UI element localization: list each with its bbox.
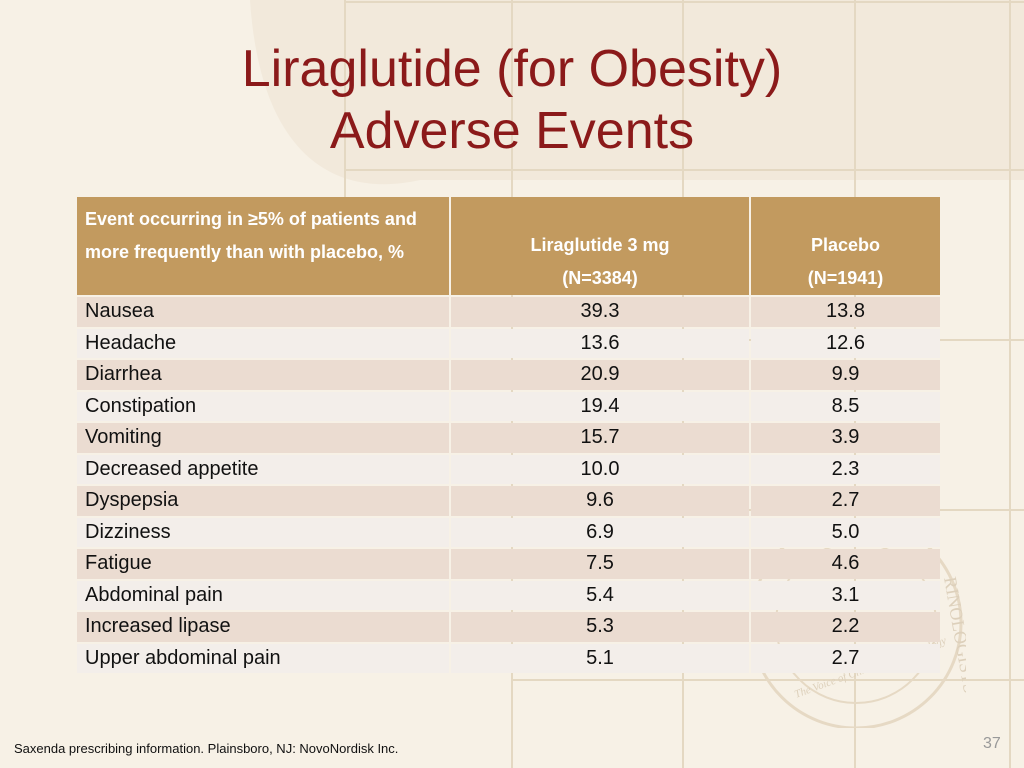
event-name: Vomiting	[77, 423, 449, 453]
event-name: Increased lipase	[77, 612, 449, 642]
header-liraglutide: Liraglutide 3 mg (N=3384)	[451, 197, 749, 295]
title-line-1: Liraglutide (for Obesity)	[241, 40, 783, 98]
placebo-value: 3.1	[751, 580, 940, 610]
placebo-value: 12.6	[751, 328, 940, 358]
title-line-2: Adverse Events	[329, 102, 695, 160]
table-row: Dyspepsia 9.6 2.7	[77, 486, 940, 516]
event-name: Dyspepsia	[77, 486, 449, 516]
liraglutide-value: 5.1	[451, 643, 749, 673]
event-name: Fatigue	[77, 549, 449, 579]
liraglutide-value: 6.9	[451, 517, 749, 547]
placebo-value: 2.3	[751, 454, 940, 484]
table-row: Increased lipase 5.3 2.2	[77, 612, 940, 642]
liraglutide-value: 39.3	[451, 297, 749, 327]
table-row: Fatigue 7.5 4.6	[77, 549, 940, 579]
placebo-value: 3.9	[751, 423, 940, 453]
event-name: Constipation	[77, 391, 449, 421]
liraglutide-value: 7.5	[451, 549, 749, 579]
header-placebo: Placebo (N=1941)	[751, 197, 940, 295]
table-header-row: Event occurring in ≥5% of patients and m…	[77, 197, 940, 295]
event-name: Upper abdominal pain	[77, 643, 449, 673]
liraglutide-value: 20.9	[451, 360, 749, 390]
placebo-value: 13.8	[751, 297, 940, 327]
placebo-value: 9.9	[751, 360, 940, 390]
slide-title: Liraglutide (for Obesity) Adverse Events	[0, 38, 1024, 162]
event-name: Diarrhea	[77, 360, 449, 390]
header-placebo-line1: Placebo	[810, 235, 881, 255]
page-number: 37	[983, 735, 1001, 752]
header-liraglutide-line1: Liraglutide 3 mg	[530, 235, 670, 255]
liraglutide-value: 13.6	[451, 328, 749, 358]
liraglutide-value: 10.0	[451, 454, 749, 484]
adverse-events-table: Event occurring in ≥5% of patients and m…	[75, 195, 942, 675]
table-row: Diarrhea 20.9 9.9	[77, 360, 940, 390]
header-liraglutide-line2: (N=3384)	[562, 268, 638, 288]
header-placebo-line2: (N=1941)	[807, 268, 884, 288]
table-row: Dizziness 6.9 5.0	[77, 517, 940, 547]
liraglutide-value: 5.3	[451, 612, 749, 642]
event-name: Dizziness	[77, 517, 449, 547]
header-event: Event occurring in ≥5% of patients and m…	[77, 197, 449, 295]
placebo-value: 5.0	[751, 517, 940, 547]
placebo-value: 2.2	[751, 612, 940, 642]
liraglutide-value: 19.4	[451, 391, 749, 421]
event-name: Nausea	[77, 297, 449, 327]
event-name: Abdominal pain	[77, 580, 449, 610]
table-row: Vomiting 15.7 3.9	[77, 423, 940, 453]
placebo-value: 2.7	[751, 486, 940, 516]
liraglutide-value: 9.6	[451, 486, 749, 516]
table-row: Abdominal pain 5.4 3.1	[77, 580, 940, 610]
placebo-value: 2.7	[751, 643, 940, 673]
table-row: Nausea 39.3 13.8	[77, 297, 940, 327]
table-row: Upper abdominal pain 5.1 2.7	[77, 643, 940, 673]
table-row: Decreased appetite 10.0 2.3	[77, 454, 940, 484]
placebo-value: 4.6	[751, 549, 940, 579]
liraglutide-value: 5.4	[451, 580, 749, 610]
table-row: Headache 13.6 12.6	[77, 328, 940, 358]
event-name: Decreased appetite	[77, 454, 449, 484]
footer-citation: Saxenda prescribing information. Plainsb…	[14, 741, 399, 756]
placebo-value: 8.5	[751, 391, 940, 421]
event-name: Headache	[77, 328, 449, 358]
table-row: Constipation 19.4 8.5	[77, 391, 940, 421]
liraglutide-value: 15.7	[451, 423, 749, 453]
